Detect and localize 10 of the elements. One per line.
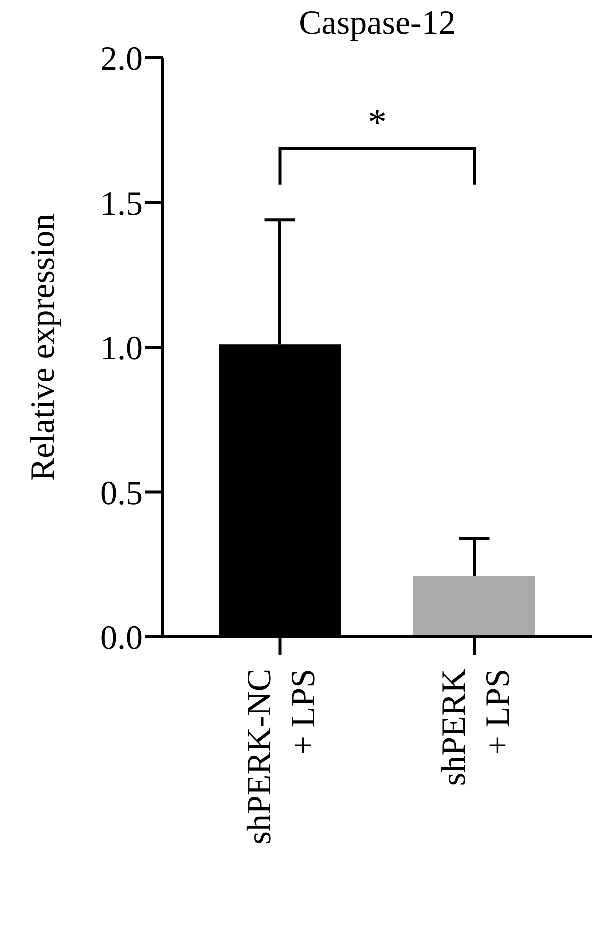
chart-title: Caspase-12 bbox=[298, 4, 457, 44]
y-tick-label: 0.0 bbox=[100, 620, 143, 658]
annotation: * bbox=[368, 102, 387, 144]
x-tick-label: shPERK-NC + LPS bbox=[241, 669, 322, 845]
x-tick-label: shPERK + LPS bbox=[436, 668, 517, 786]
y-tick-label: 1.0 bbox=[100, 330, 143, 368]
y-tick-label: 1.5 bbox=[100, 186, 143, 223]
y-tick-label: 2.0 bbox=[100, 41, 143, 78]
y-axis-title: Relative expression bbox=[25, 214, 62, 482]
y-tick-label: 0.5 bbox=[100, 475, 143, 512]
